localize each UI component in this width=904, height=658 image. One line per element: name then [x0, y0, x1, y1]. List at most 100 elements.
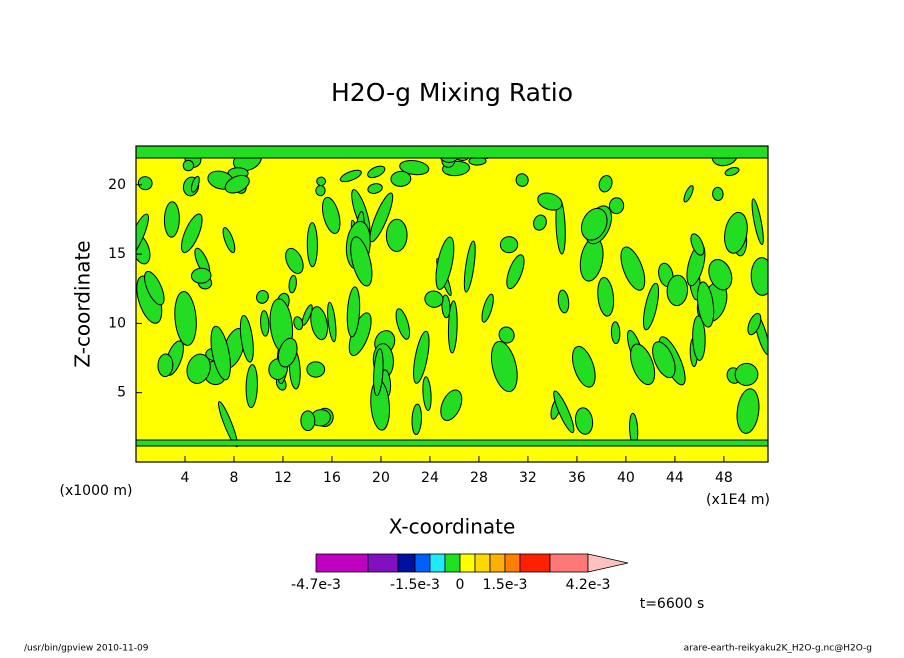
contour-region — [350, 236, 373, 287]
contour-region — [306, 222, 318, 268]
contour-region — [712, 186, 724, 202]
contour-region — [395, 308, 411, 340]
contour-region — [608, 197, 625, 215]
contour-region — [182, 159, 195, 172]
colorbar-box — [519, 553, 551, 573]
contour-region — [734, 362, 759, 386]
contour-region — [574, 407, 594, 435]
colorbar-box — [367, 553, 399, 573]
footer-right: arare-earth-reikyaku2K_H2O-g.nc@H2O-g — [684, 644, 872, 654]
contour-region — [736, 388, 760, 434]
colorbar-label: 1.5e-3 — [483, 577, 528, 593]
contour-region — [724, 211, 748, 254]
contour-region — [373, 348, 384, 397]
contour-region — [256, 290, 269, 304]
contour-region — [293, 316, 304, 331]
contour-region — [210, 325, 231, 381]
contour-region — [300, 410, 316, 432]
y-axis-label: Z-coordinate — [71, 240, 95, 367]
x-tick-label: 40 — [617, 470, 635, 486]
colorbar-box — [315, 553, 369, 573]
contour-region — [413, 330, 430, 384]
x-tick-label: 36 — [568, 470, 586, 486]
contour-region — [652, 341, 676, 379]
contour-region — [346, 286, 361, 338]
chart-title: H2O-g Mixing Ratio — [331, 78, 573, 107]
contour-region — [385, 218, 408, 252]
contour-region — [339, 169, 362, 183]
contour-region — [620, 246, 646, 291]
colorbar-extension — [587, 553, 629, 573]
contour-region — [316, 176, 327, 187]
contour-region — [260, 310, 270, 337]
x-tick-label: 32 — [519, 470, 537, 486]
footer-left: /usr/bin/gpview 2010-11-09 — [24, 644, 149, 654]
x-tick-label: 28 — [470, 470, 488, 486]
contour-region — [498, 326, 515, 344]
contour-region — [367, 165, 386, 179]
contour-region — [441, 294, 451, 319]
contour-region — [315, 185, 326, 197]
contour-region — [747, 312, 762, 336]
colorbar-box — [459, 553, 476, 573]
x-tick-label: 12 — [274, 470, 292, 486]
y-units: (x1000 m) — [60, 483, 133, 499]
x-tick-label: 44 — [666, 470, 684, 486]
x-axis-label: X-coordinate — [389, 515, 516, 539]
contour-region — [136, 233, 151, 265]
colorbar-box — [429, 553, 446, 573]
contour-region — [499, 236, 519, 254]
contour-region — [174, 291, 197, 346]
x-tick-label: 48 — [715, 470, 733, 486]
contour-region — [481, 293, 494, 323]
contour-region — [239, 314, 254, 363]
contour-region — [424, 290, 444, 308]
contour-region — [642, 282, 660, 331]
x-tick-label: 4 — [181, 470, 190, 486]
contour-region — [190, 175, 200, 193]
x-tick-label: 16 — [323, 470, 341, 486]
contour-region — [708, 258, 733, 291]
contour-region — [750, 257, 768, 296]
contour-region — [666, 274, 689, 307]
colorbar-box — [504, 553, 521, 573]
contour-region — [245, 364, 258, 409]
x-tick-label: 20 — [372, 470, 390, 486]
contour-region — [136, 213, 149, 260]
contour-region — [218, 401, 239, 448]
contour-region — [422, 376, 432, 411]
contour-region — [163, 201, 180, 238]
contour-region — [557, 289, 570, 314]
contour-region — [490, 340, 518, 393]
colorbar-box — [489, 553, 506, 573]
colorbar-box — [549, 553, 589, 573]
contour-region — [327, 301, 337, 343]
contour-region — [306, 361, 326, 378]
y-tick-label: 15 — [108, 246, 126, 262]
contour-region — [533, 214, 547, 231]
y-tick-label: 10 — [108, 315, 126, 331]
contour-region — [724, 167, 740, 177]
contour-region — [157, 353, 174, 378]
colorbar-label: 0 — [456, 577, 465, 593]
contour-region — [390, 170, 412, 187]
contour-region — [447, 300, 458, 354]
contour-region — [277, 337, 298, 368]
x-units: (x1E4 m) — [706, 492, 770, 508]
contour-region — [144, 270, 165, 306]
contour-region — [310, 306, 329, 341]
contour-region — [399, 159, 430, 176]
contour-region — [572, 345, 596, 388]
contour-region — [597, 276, 615, 317]
contour-region — [224, 174, 250, 194]
colorbar-label: 4.2e-3 — [566, 577, 611, 593]
contour-region — [696, 281, 715, 328]
colorbar-box — [474, 553, 491, 573]
contour-region — [580, 207, 608, 241]
contour-region — [186, 353, 211, 384]
contour-region — [222, 227, 236, 254]
colorbar-box — [397, 553, 416, 573]
contour-region — [515, 173, 529, 187]
colorbar-label: -1.5e-3 — [390, 577, 440, 593]
contour-band — [136, 146, 768, 159]
